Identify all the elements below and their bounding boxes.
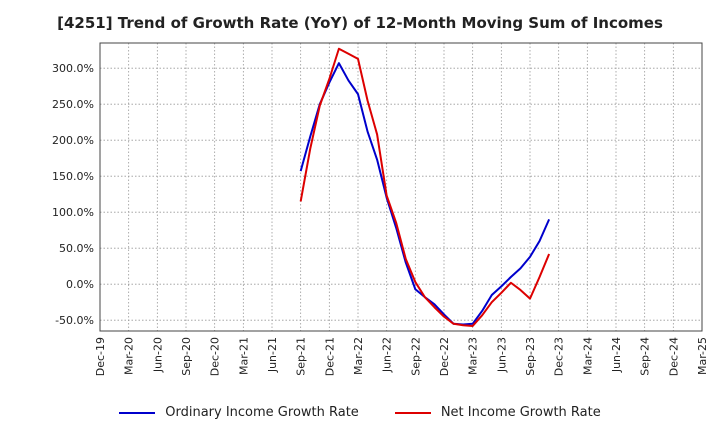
legend: Ordinary Income Growth Rate Net Income G… <box>0 405 720 420</box>
x-tick-label: Mar-21 <box>237 337 250 375</box>
x-tick-label: Mar-25 <box>696 337 709 375</box>
y-tick-label: 300.0% <box>52 62 94 75</box>
chart-title: [4251] Trend of Growth Rate (YoY) of 12-… <box>57 14 663 32</box>
x-tick-label: Sep-24 <box>639 337 652 376</box>
x-tick-label: Sep-21 <box>295 337 308 376</box>
legend-label-net: Net Income Growth Rate <box>440 405 601 420</box>
legend-item-net: Net Income Growth Rate <box>394 405 601 420</box>
x-tick-label: Jun-23 <box>495 337 508 373</box>
legend-label-ordinary: Ordinary Income Growth Rate <box>165 405 359 420</box>
x-tick-label: Dec-22 <box>438 337 451 376</box>
y-tick-label: -50.0% <box>55 314 94 327</box>
x-tick-label: Sep-23 <box>524 337 537 376</box>
x-tick-label: Mar-20 <box>123 337 136 375</box>
x-tick-label: Jun-20 <box>151 337 164 373</box>
series-line-1 <box>299 47 551 327</box>
y-tick-label: 250.0% <box>52 98 94 111</box>
y-tick-label: 150.0% <box>52 170 94 183</box>
legend-swatch-ordinary <box>119 411 156 414</box>
legend-item-ordinary: Ordinary Income Growth Rate <box>119 405 359 420</box>
x-tick-label: Jun-21 <box>266 337 279 373</box>
x-tick-label: Sep-22 <box>409 337 422 376</box>
x-tick-label: Dec-19 <box>94 337 107 376</box>
x-tick-label: Dec-21 <box>323 337 336 376</box>
x-tick-label: Mar-23 <box>467 337 480 375</box>
x-tick-label: Jun-22 <box>381 337 394 373</box>
x-tick-label: Jun-24 <box>610 337 623 373</box>
series-layer <box>299 47 551 327</box>
x-tick-label: Dec-20 <box>209 337 222 376</box>
x-tick-label: Mar-24 <box>581 337 594 375</box>
grid-layer <box>99 43 703 331</box>
y-tick-label: 0.0% <box>66 278 94 291</box>
x-tick-label: Sep-20 <box>180 337 193 376</box>
y-tick-label: 50.0% <box>59 242 94 255</box>
x-tick-label: Dec-23 <box>553 337 566 376</box>
legend-swatch-net <box>394 411 431 414</box>
axis-layer: Dec-19 Mar-20 Jun-20 Sep-20 Dec-20 Mar-21 Jun-… <box>52 42 709 376</box>
y-tick-label: 200.0% <box>52 134 94 147</box>
y-tick-label: 100.0% <box>52 206 94 219</box>
x-tick-label: Mar-22 <box>352 337 365 375</box>
x-tick-label: Dec-24 <box>667 337 680 376</box>
series-line-0 <box>299 62 551 326</box>
plot-frame <box>99 42 703 332</box>
